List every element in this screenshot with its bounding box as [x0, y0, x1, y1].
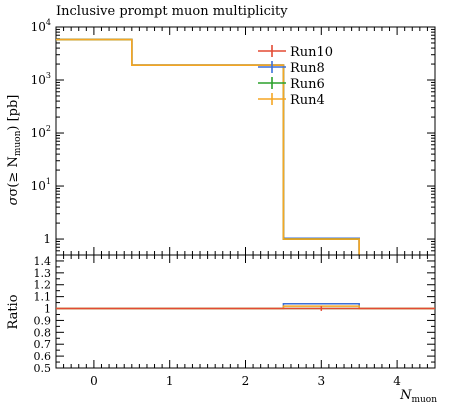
main-y-tick-label: 101	[31, 177, 51, 193]
main-y-tick-label: 104	[31, 18, 51, 34]
legend-label-run8: Run8	[290, 61, 325, 76]
ratio-y-tick-label: 1	[44, 303, 51, 316]
x-axis-label: Nmuon	[399, 388, 437, 405]
ratio-y-tick-label: 1.4	[34, 255, 52, 268]
ratio-y-tick-label: 1.2	[34, 279, 52, 292]
ratio-y-tick-label: 1.1	[34, 291, 52, 304]
legend-label-run4: Run4	[290, 93, 325, 108]
ratio-plot-frame	[55, 254, 436, 369]
x-tick-label: 0	[90, 374, 98, 388]
main-plot-frame	[55, 26, 436, 256]
x-tick-label: 2	[242, 374, 250, 388]
ratio-y-tick-label: 0.7	[34, 338, 52, 351]
main-y-tick-label: 102	[31, 124, 51, 140]
legend-label-run6: Run6	[290, 77, 325, 92]
ratio-y-tick-label: 0.8	[34, 326, 52, 339]
ratio-y-axis-label: Ratio	[6, 294, 21, 329]
x-tick-label: 3	[317, 374, 325, 388]
ratio-y-tick-label: 0.5	[34, 362, 52, 375]
x-tick-label: 4	[393, 374, 401, 388]
legend-label-run10: Run10	[290, 45, 333, 60]
ratio-y-tick-label: 0.6	[34, 350, 52, 363]
ratio-y-tick-label: 0.9	[34, 314, 52, 327]
main-y-tick-label: 103	[31, 71, 51, 87]
ratio-plot-panel: 0.50.60.70.80.911.11.21.31.40 1 2 3 4	[34, 254, 436, 388]
main-series-line-run4	[56, 38, 360, 255]
main-y-axis-label: σσ(≥ Nmuon) [pb]	[6, 95, 23, 206]
x-tick-label: 1	[166, 374, 174, 388]
ratio-y-tick-label: 1.3	[34, 267, 52, 280]
chart-title: Inclusive prompt muon multiplicity	[56, 4, 288, 19]
main-y-tick-label: 1	[43, 232, 51, 246]
